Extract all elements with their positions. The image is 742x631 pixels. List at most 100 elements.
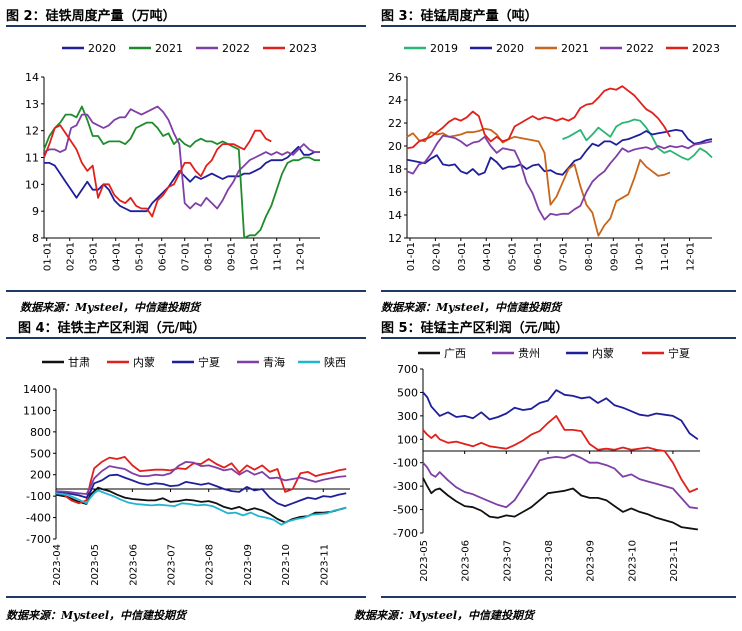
- chart-4-x-tick-label: 2023-08: [544, 540, 555, 582]
- chart-4-source: 数据来源：Mysteel，中信建投期货: [354, 609, 535, 622]
- chart-4-y-tick-label: 500: [397, 386, 418, 399]
- chart-2-series-2020: [406, 129, 713, 176]
- chart-1-top-rule: [6, 25, 366, 27]
- chart-3-x-tick-label: 2023-05: [90, 544, 101, 586]
- chart-1-y-tick-label: 8: [32, 232, 39, 245]
- chart-2-x-tick-label: 09-01: [609, 242, 620, 271]
- chart-4-y-tick-label: -700: [393, 527, 418, 540]
- chart-4-y-tick-label: 700: [397, 363, 418, 376]
- chart-2-x-tick-label: 11-01: [660, 242, 671, 271]
- chart-2-legend-label: 2020: [496, 42, 524, 55]
- chart-3-bottom-rule: [6, 596, 366, 598]
- chart-3-x-tick-label: 2023-06: [128, 544, 139, 586]
- chart-4-title: 图 5：硅锰主产区利润（元/吨）: [381, 321, 569, 336]
- chart-2-source: 数据来源：Mysteel，中信建投期货: [381, 301, 562, 314]
- chart-4-series-内蒙: [422, 389, 699, 441]
- chart-1-legend-label: 2022: [222, 42, 250, 55]
- chart-2-x-tick-label: 10-01: [635, 242, 646, 271]
- chart-4-y-tick-label: -100: [393, 457, 418, 470]
- chart-4-series-宁夏: [422, 415, 699, 493]
- chart-2-y-tick-label: 14: [388, 209, 402, 222]
- chart-2-y-tick-label: 26: [388, 71, 402, 84]
- chart-3-series-陕西: [55, 489, 347, 526]
- chart-4-top-rule: [381, 337, 736, 339]
- chart-3-series-内蒙: [55, 456, 347, 505]
- chart-4-x-tick-label: 2023-09: [586, 540, 597, 582]
- chart-4-y-tick-label: 300: [397, 410, 418, 423]
- chart-2-x-tick-label: 01-01: [406, 242, 417, 271]
- chart-4-x-tick-label: 2023-07: [502, 540, 513, 582]
- chart-1-x-tick-label: 02-01: [66, 242, 77, 271]
- chart-1-title: 图 2：硅铁周度产量（万吨）: [6, 9, 176, 24]
- chart-4-series-广西: [422, 477, 699, 531]
- chart-3-x-tick-label: 2023-07: [167, 544, 178, 586]
- chart-3-y-tick-label: 1100: [23, 404, 51, 417]
- chart-2-y-tick-label: 16: [388, 186, 402, 199]
- chart-2-y-tick-label: 18: [388, 163, 402, 176]
- chart-1-legend-label: 2021: [155, 42, 183, 55]
- chart-2-series-2021: [406, 127, 671, 237]
- chart-4-x-tick-label: 2023-05: [419, 540, 430, 582]
- chart-3-top-rule: [6, 337, 366, 339]
- chart-3-title: 图 4：硅铁主产区利润（元/吨）: [18, 321, 206, 336]
- chart-3-legend-label: 陕西: [324, 355, 346, 369]
- chart-4-legend-label: 广西: [444, 347, 466, 360]
- chart-1-y-tick-label: 11: [25, 152, 39, 165]
- chart-1-series-2021: [43, 105, 320, 239]
- chart-4-y-tick-label: -300: [393, 480, 418, 493]
- chart-3-series-甘肃: [55, 486, 347, 524]
- chart-3-y-tick-label: -100: [26, 490, 51, 503]
- chart-2-series-2022: [406, 134, 713, 221]
- chart-4-legend-label: 内蒙: [592, 346, 614, 360]
- chart-3-y-tick-label: -400: [26, 512, 51, 525]
- chart-1-x-tick-label: 04-01: [112, 242, 123, 271]
- chart-3-x-tick-label: 2023-10: [281, 544, 292, 586]
- chart-1-legend-label: 2023: [289, 42, 317, 55]
- chart-4-bottom-rule: [381, 596, 736, 598]
- chart-2-bottom-rule: [381, 290, 736, 292]
- chart-2-top-rule: [381, 25, 736, 27]
- chart-1-source: 数据来源：Mysteel，中信建投期货: [20, 301, 201, 314]
- chart-4-legend-label: 贵州: [518, 347, 540, 360]
- chart-1-y-tick-label: 13: [25, 98, 39, 111]
- chart-3-legend-label: 青海: [263, 355, 285, 369]
- chart-1-x-tick-label: 09-01: [227, 242, 238, 271]
- chart-3-y-tick-label: 1400: [23, 383, 51, 396]
- chart-1-y-tick-label: 14: [25, 71, 39, 84]
- chart-3-x-tick-label: 2023-11: [319, 544, 330, 586]
- chart-2-x-tick-label: 04-01: [482, 242, 493, 271]
- chart-1-x-tick-label: 10-01: [250, 242, 261, 271]
- chart-1-x-tick-label: 05-01: [135, 242, 146, 271]
- chart-1-series-2022: [43, 105, 320, 210]
- chart-1-y-tick-label: 12: [25, 125, 39, 138]
- chart-1-x-tick-label: 07-01: [181, 242, 192, 271]
- chart-2-x-tick-label: 12-01: [686, 242, 697, 271]
- chart-1-x-tick-label: 11-01: [273, 242, 284, 271]
- chart-2-x-tick-label: 03-01: [457, 242, 468, 271]
- chart-1-x-tick-label: 03-01: [89, 242, 100, 271]
- chart-1-y-tick-label: 10: [25, 178, 39, 191]
- chart-3-x-tick-label: 2023-04: [52, 544, 63, 586]
- chart-4: -700 -500 -300 -100 100 300 500 700 2023-05 2023-…: [393, 346, 700, 582]
- chart-2-x-tick-label: 07-01: [558, 242, 569, 271]
- chart-4-y-tick-label: -500: [393, 504, 418, 517]
- chart-3-series-宁夏: [55, 473, 347, 507]
- chart-2-x-tick-label: 05-01: [508, 242, 519, 271]
- chart-3-source: 数据来源：Mysteel，中信建投期货: [6, 609, 187, 622]
- chart-4-series-贵州: [422, 453, 699, 510]
- chart-3-y-tick-label: 800: [30, 426, 51, 439]
- chart-1: 8 9 10 11 12 13 14 01-01 02-01 03-01 04-01 05-01 06-…: [25, 42, 320, 271]
- chart-3: -700 -400 -100 200 500 800 1100 1400 2023-04 2023…: [23, 355, 350, 586]
- chart-1-x-tick-label: 12-01: [296, 242, 307, 271]
- chart-3-y-tick-label: 500: [30, 447, 51, 460]
- chart-1-x-tick-label: 06-01: [158, 242, 169, 271]
- chart-4-x-tick-label: 2023-11: [669, 540, 680, 582]
- chart-4-x-tick-label: 2023-10: [627, 540, 638, 582]
- chart-1-x-tick-label: 01-01: [43, 242, 54, 271]
- chart-1-series-2023: [43, 124, 272, 218]
- chart-2-y-tick-label: 20: [388, 140, 402, 153]
- chart-3-legend-label: 内蒙: [133, 355, 155, 369]
- chart-1-legend-label: 2020: [88, 42, 116, 55]
- chart-1-bottom-rule: [6, 290, 366, 292]
- chart-3-legend-label: 宁夏: [198, 355, 220, 369]
